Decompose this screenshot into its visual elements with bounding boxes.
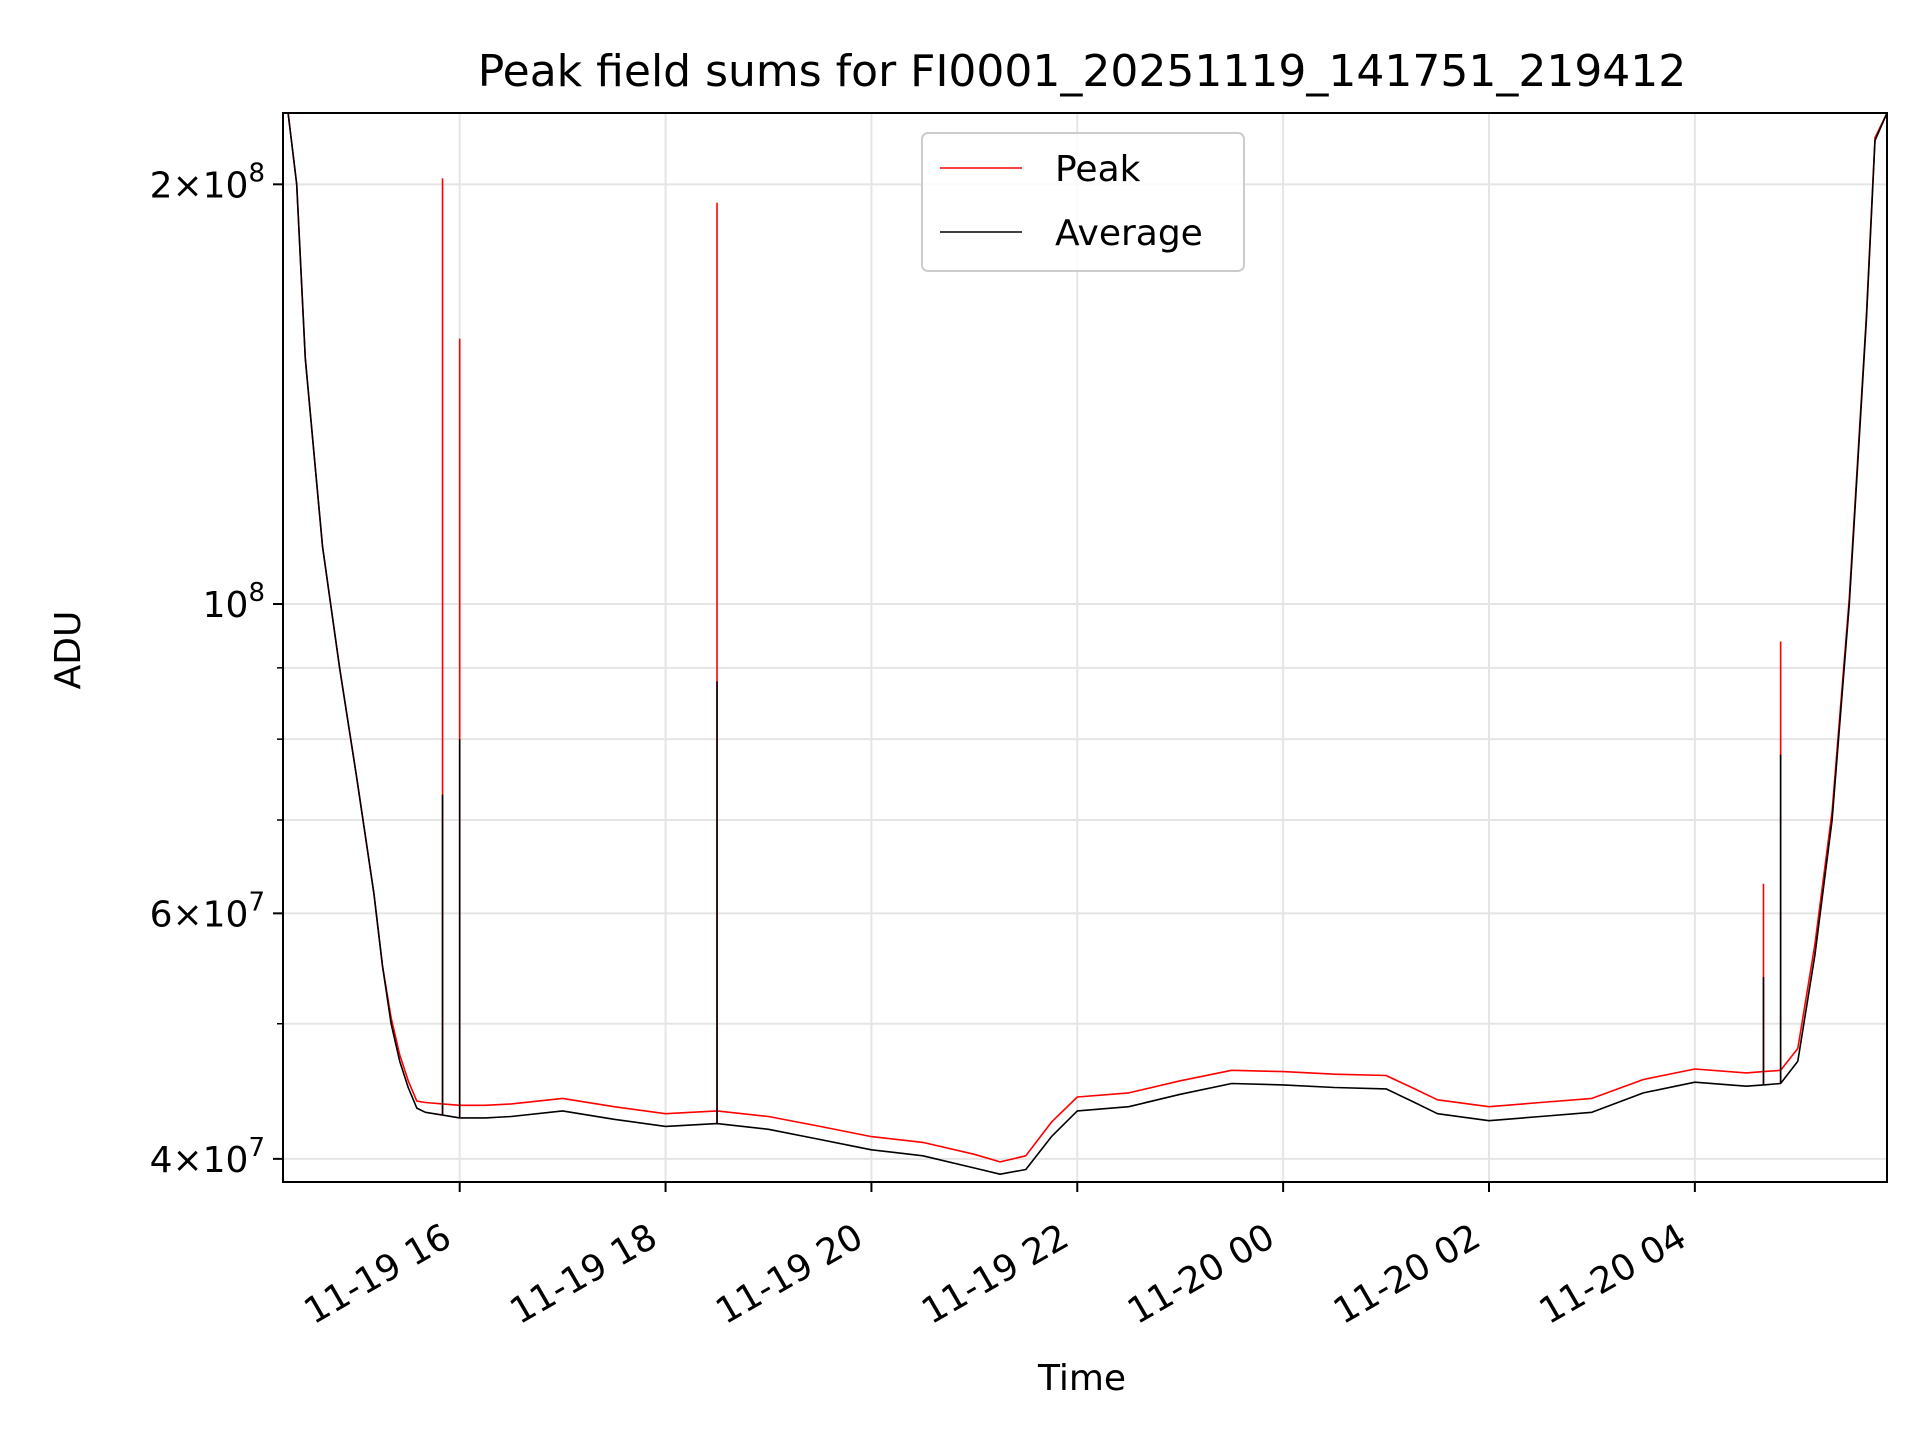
legend-average-label: Average <box>1055 213 1203 254</box>
axes-frame <box>282 112 1888 1183</box>
plot-area <box>283 112 1888 1175</box>
chart-title: Peak field sums for FI0001_20251119_1417… <box>478 46 1687 97</box>
legend: Peak Average <box>921 132 1245 272</box>
grid <box>283 113 1887 1182</box>
x-axis-label: Time <box>1037 1358 1126 1399</box>
y-tick-label: 108 <box>203 578 265 626</box>
y-tick-label: 4×107 <box>150 1133 265 1181</box>
y-tick-label: 6×107 <box>150 887 265 935</box>
y-axis-label: ADU <box>48 611 89 690</box>
series-line-average <box>283 112 1888 1175</box>
legend-peak-label: Peak <box>1055 149 1141 190</box>
y-tick-label: 2×108 <box>150 158 265 206</box>
y-axis: 4×107 6×107 108 2×108 <box>150 158 283 1181</box>
